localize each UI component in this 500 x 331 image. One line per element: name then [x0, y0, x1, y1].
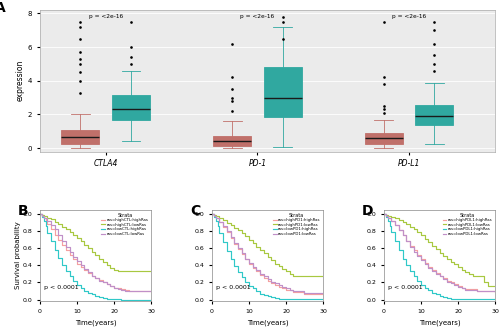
- PathPatch shape: [264, 67, 302, 117]
- PathPatch shape: [62, 130, 100, 144]
- Text: p < 0.0001: p < 0.0001: [216, 285, 251, 290]
- PathPatch shape: [365, 133, 403, 145]
- PathPatch shape: [416, 105, 454, 124]
- PathPatch shape: [112, 95, 150, 120]
- Legend: ras=highCTL:highRas, ras=highCTL:lowRas, ras=lowCTL:highRas, ras=lowCTL:lowRas: ras=highCTL:highRas, ras=highCTL:lowRas,…: [100, 212, 149, 237]
- X-axis label: Time(years): Time(years): [246, 319, 288, 326]
- Text: p = <2e-16: p = <2e-16: [240, 14, 274, 19]
- Text: A: A: [0, 1, 5, 16]
- Text: p < 0.0001: p < 0.0001: [44, 285, 79, 290]
- Legend: ras=highPDL1:highRas, ras=highPDL1:lowRas, ras=lowPDL1:highRas, ras=lowPDL1:lowR: ras=highPDL1:highRas, ras=highPDL1:lowRa…: [442, 212, 493, 237]
- Text: p = <2e-16: p = <2e-16: [392, 14, 426, 19]
- Text: B: B: [18, 204, 28, 218]
- X-axis label: Time(years): Time(years): [418, 319, 461, 326]
- Y-axis label: expression: expression: [16, 60, 25, 101]
- Text: C: C: [190, 204, 200, 218]
- X-axis label: Time(years): Time(years): [74, 319, 116, 326]
- PathPatch shape: [213, 136, 251, 146]
- Text: p = <2e-16: p = <2e-16: [88, 14, 123, 19]
- Text: p < 0.0001: p < 0.0001: [388, 285, 423, 290]
- Text: D: D: [362, 204, 374, 218]
- Legend: ras=highPD1:highRas, ras=highPD1:lowRas, ras=lowPD1:highRas, ras=lowPD1:lowRas: ras=highPD1:highRas, ras=highPD1:lowRas,…: [272, 212, 321, 237]
- Y-axis label: Survival probability: Survival probability: [15, 222, 21, 289]
